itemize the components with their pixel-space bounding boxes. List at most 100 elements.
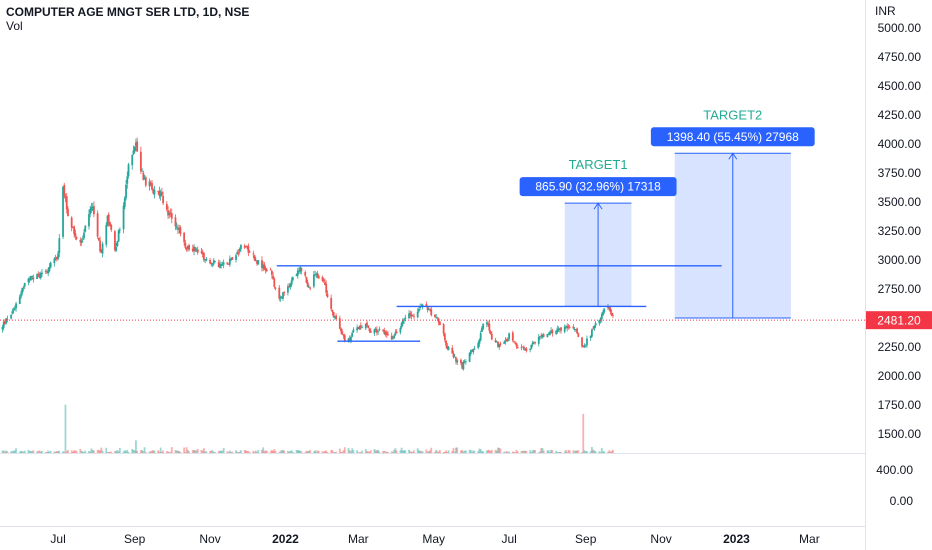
candle-body: [248, 251, 251, 253]
candle-body: [151, 183, 153, 190]
candle-body: [566, 325, 569, 329]
volume-bar: [357, 452, 360, 453]
candle-body: [266, 270, 268, 271]
candle-body: [603, 308, 606, 313]
volume-bar: [581, 452, 583, 453]
volume-bar: [83, 452, 85, 453]
volume-bar: [377, 449, 380, 453]
volume-bar: [272, 450, 274, 453]
candle-body: [169, 212, 172, 214]
volume-bar: [257, 450, 260, 453]
candle-body: [461, 362, 464, 369]
candle-body: [210, 263, 213, 265]
volume-bar: [511, 451, 514, 453]
volume-bar: [222, 448, 225, 453]
candle-body: [289, 284, 292, 287]
candle-body: [283, 292, 286, 294]
volume-bar: [248, 452, 251, 453]
candle-body: [160, 191, 163, 196]
volume-bar: [262, 447, 265, 453]
volume-bar: [547, 450, 550, 453]
candle-body: [122, 205, 125, 230]
candle-body: [425, 303, 428, 306]
candle-body: [335, 315, 338, 320]
candle-body: [541, 334, 544, 338]
candle-body: [434, 314, 436, 317]
volume-bar: [592, 449, 595, 453]
volume-bar: [188, 451, 190, 453]
volume-bar: [299, 450, 302, 453]
candle-body: [494, 340, 497, 342]
volume-bar: [80, 450, 83, 453]
candle-body: [460, 359, 462, 363]
candle-body: [416, 311, 419, 318]
candle-body: [99, 240, 101, 252]
volume-bar: [74, 450, 77, 453]
volume-bar: [70, 450, 73, 453]
candle-body: [70, 217, 73, 228]
volume-bar: [599, 452, 602, 453]
candle-body: [395, 331, 398, 334]
volume-bar: [27, 449, 30, 453]
volume-bar: [55, 451, 58, 453]
candle-body: [152, 189, 155, 194]
volume-bar: [252, 450, 255, 453]
volume-bar: [39, 451, 42, 453]
candle-body: [162, 196, 165, 204]
volume-bar: [612, 449, 614, 453]
candle-body: [4, 321, 6, 324]
volume-bar: [37, 450, 40, 453]
candle-body: [462, 361, 465, 370]
volume-bar: [212, 452, 215, 453]
volume-bar: [278, 452, 281, 453]
volume-bar: [324, 450, 326, 453]
volume-bar: [235, 450, 237, 453]
candle-body: [342, 334, 345, 336]
volume-bar: [586, 451, 588, 453]
candle-body: [97, 237, 100, 241]
candle-body: [482, 323, 485, 329]
last-price-value: 2481.20: [877, 314, 921, 328]
volume-bar: [556, 452, 559, 453]
volume-bar: [65, 451, 68, 453]
candle-body: [356, 327, 359, 331]
candle-body: [29, 276, 32, 281]
candle-body: [110, 224, 113, 230]
candle-body: [325, 283, 328, 293]
volume-bar: [490, 449, 493, 453]
candle-body: [471, 350, 473, 352]
volume-bar: [312, 451, 315, 453]
volume-bar: [109, 451, 111, 453]
volume-bar: [542, 450, 545, 453]
time-tick-label: Sep: [575, 532, 597, 546]
volume-bar: [558, 452, 561, 453]
volume-bar: [583, 450, 586, 453]
volume-bar: [127, 451, 130, 453]
volume-tick-label: 0.00: [890, 494, 914, 508]
volume-bar: [382, 451, 384, 453]
candle-body: [418, 308, 420, 312]
candle-body: [556, 328, 559, 332]
candle-body: [205, 258, 208, 261]
price-tick-label: 4750.00: [878, 50, 922, 64]
candle-body: [236, 252, 239, 254]
candle-body: [46, 271, 48, 273]
volume-bar: [367, 451, 370, 453]
candle-body: [508, 333, 511, 339]
volume-bar: [143, 447, 146, 453]
volume-bar: [49, 450, 52, 453]
candle-body: [515, 343, 518, 347]
candle-body: [523, 346, 525, 350]
price-tick-label: 3500.00: [878, 195, 922, 209]
candle-body: [540, 335, 543, 337]
candle-body: [487, 323, 490, 325]
candle-body: [100, 250, 103, 253]
volume-bar: [133, 450, 136, 453]
candle-body: [291, 277, 294, 281]
volume-bar: [210, 450, 213, 453]
candle-body: [582, 345, 585, 347]
candle-body: [338, 318, 341, 329]
candle-body: [142, 172, 145, 180]
